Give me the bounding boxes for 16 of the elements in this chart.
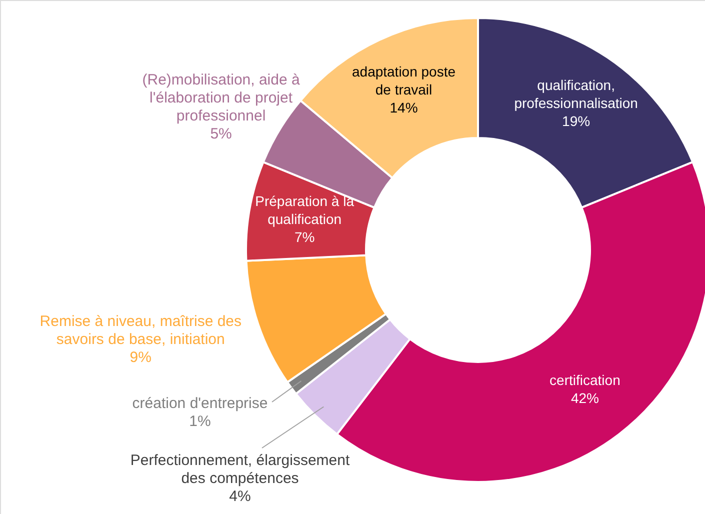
data-label: 42%: [570, 390, 599, 406]
data-label: 4%: [229, 488, 251, 505]
slice-label: certification: [550, 372, 620, 388]
data-label: 1%: [189, 413, 211, 430]
slice-label: Remise à niveau, maîtrise des savoirs de base, initiation: [40, 312, 242, 348]
data-label: 19%: [562, 112, 590, 129]
slice-label: qualification, professionnalisation: [514, 76, 638, 111]
data-label: 14%: [390, 99, 418, 116]
slice-label: (Re)mobilisation, aide à l'élaboration de projet professionnel: [142, 72, 300, 125]
slice-label: Préparation à la qualification: [255, 193, 354, 228]
slice-label: adaptation poste de travail: [352, 63, 456, 98]
slice-label: création d'entreprise: [132, 395, 268, 412]
data-label: 7%: [294, 229, 315, 246]
data-label: 9%: [130, 348, 152, 366]
slice-label: Perfectionnement, élargissement des compétences: [130, 452, 350, 487]
data-label: 5%: [210, 126, 232, 143]
